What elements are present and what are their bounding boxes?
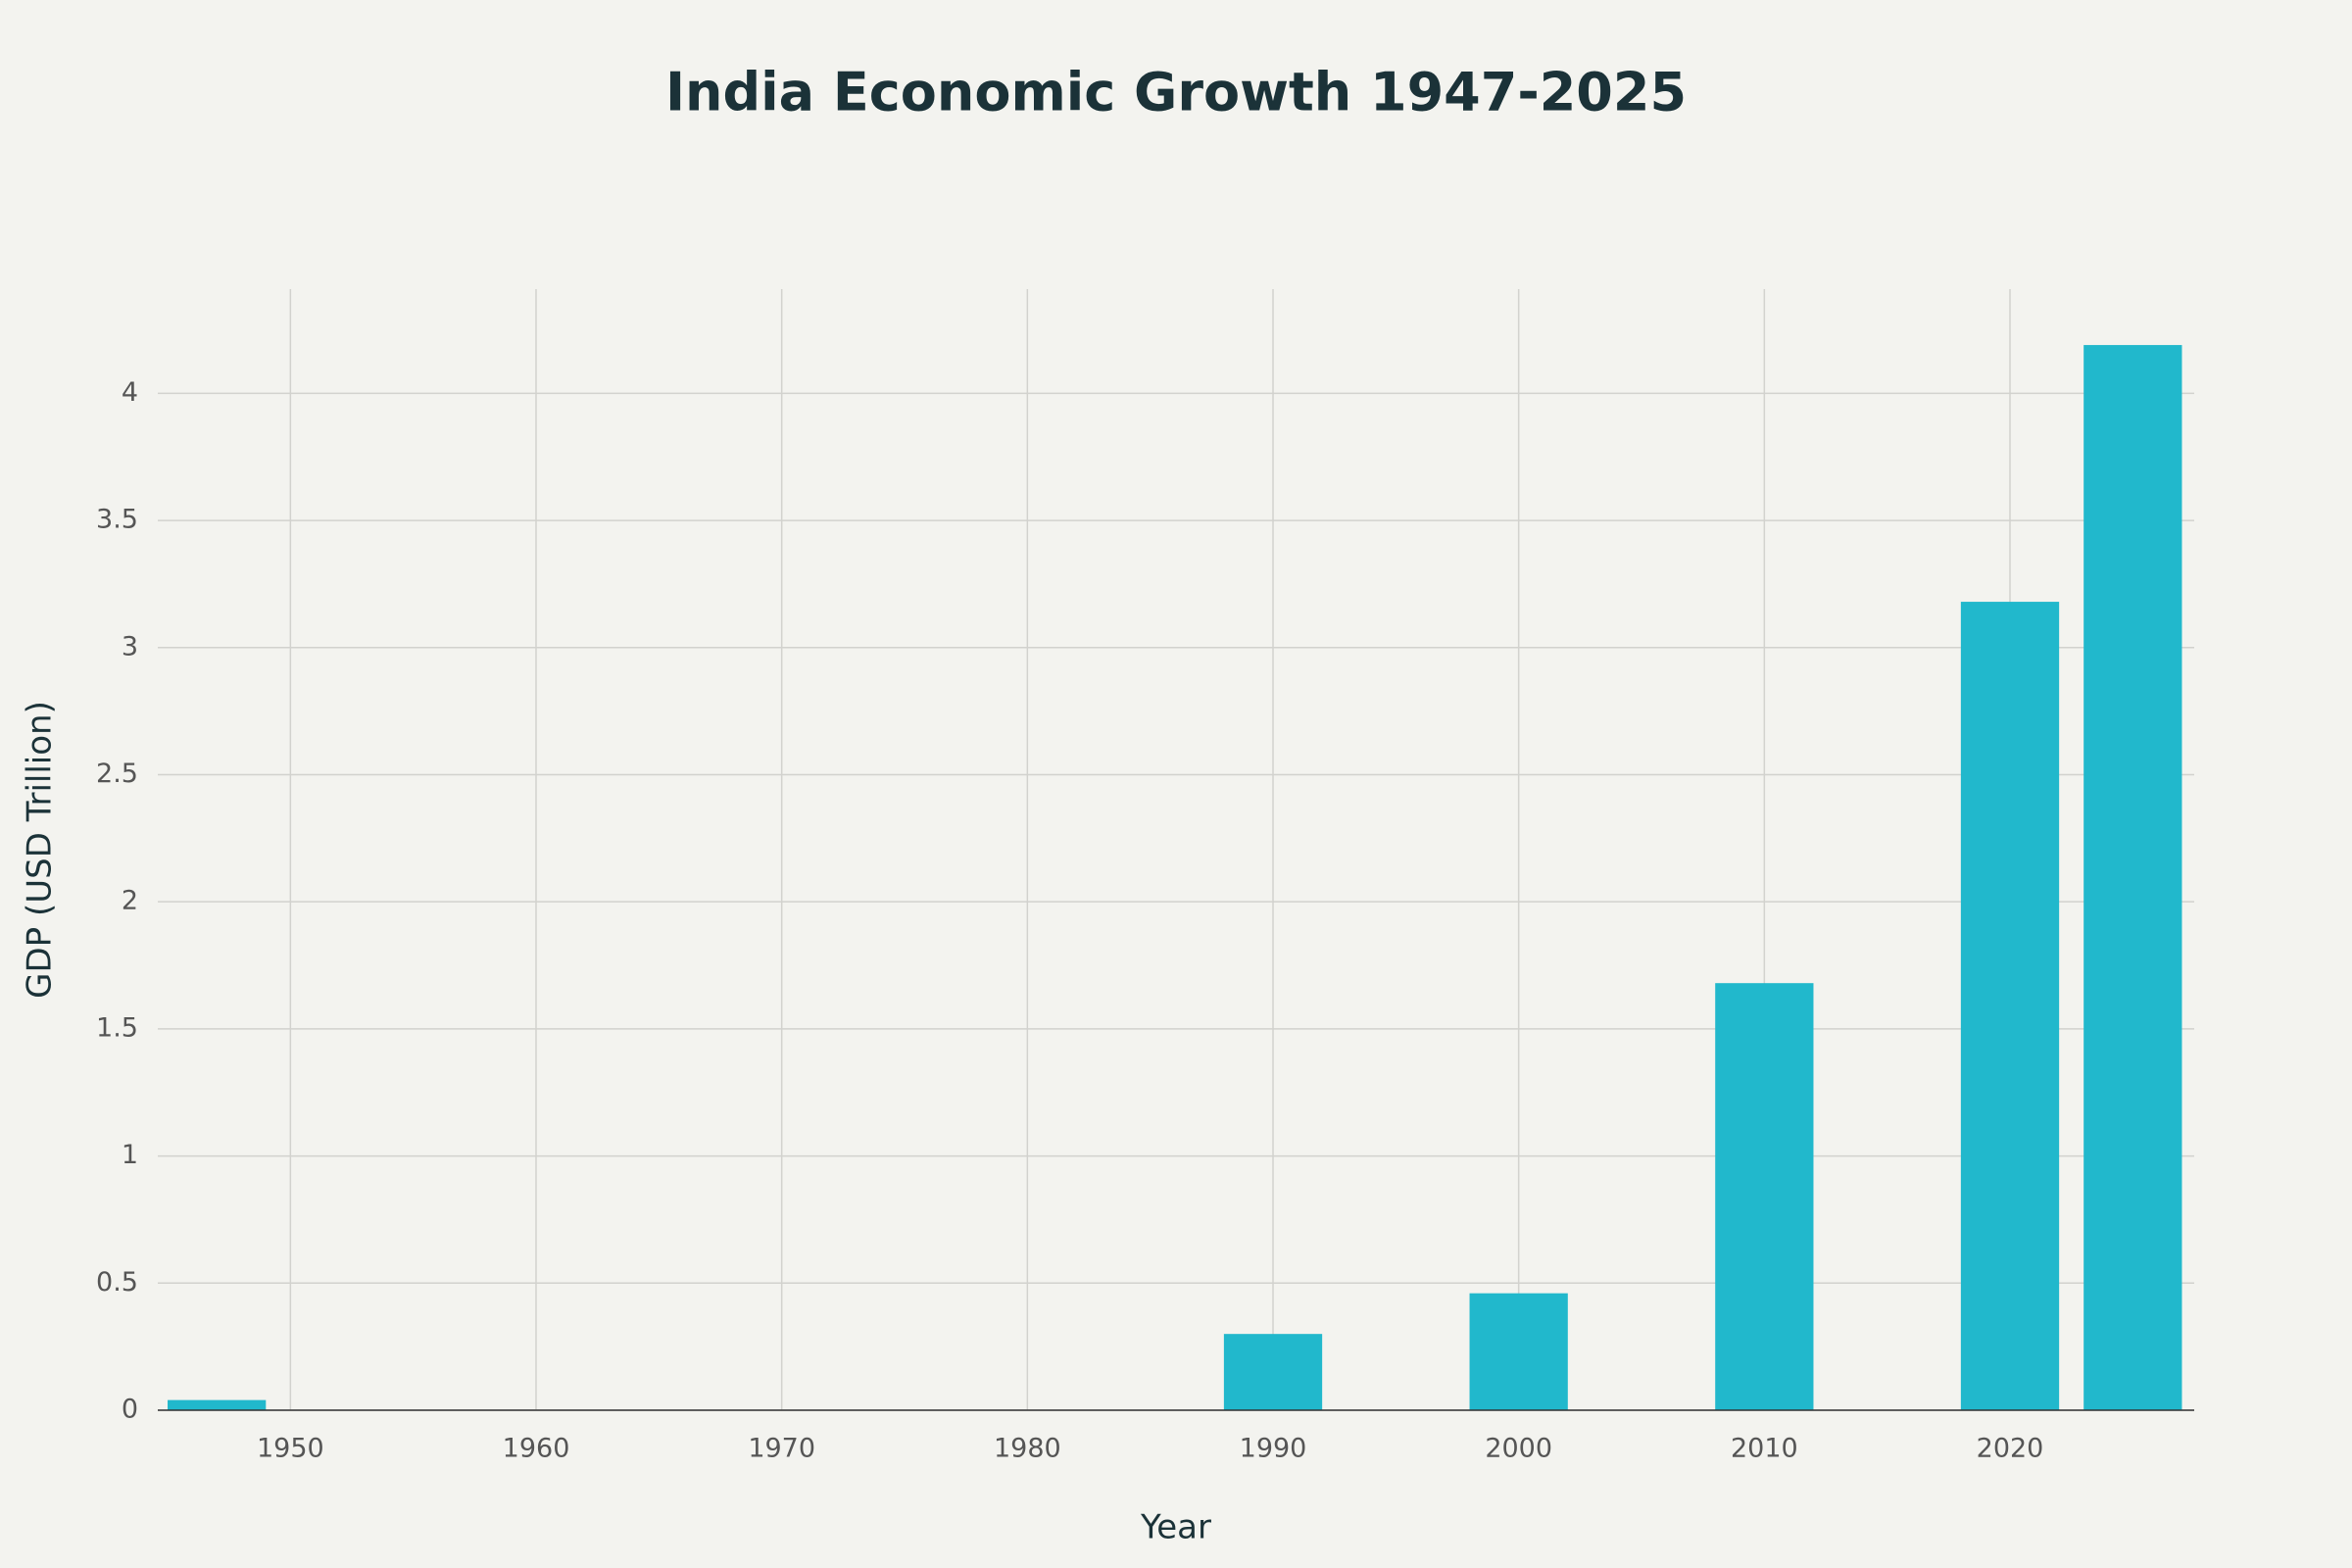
x-tick-label: 2020: [1977, 1434, 2044, 1464]
bar: [1960, 602, 2060, 1410]
bar: [1715, 983, 1814, 1410]
x-tick-label: 1950: [257, 1434, 324, 1464]
x-tick-label: 1960: [503, 1434, 570, 1464]
chart-title: India Economic Growth 1947-2025: [665, 62, 1687, 123]
bar: [1469, 1293, 1568, 1410]
x-tick-label: 1970: [748, 1434, 815, 1464]
y-tick-label: 1: [122, 1140, 138, 1170]
bar: [2083, 345, 2182, 1410]
y-tick-label: 0: [122, 1395, 138, 1425]
bar: [168, 1399, 267, 1410]
y-tick-label: 2: [122, 886, 138, 916]
y-axis-title: GDP (USD Trillion): [21, 701, 60, 999]
y-tick-label: 0.5: [96, 1267, 138, 1298]
x-tick-label: 1990: [1240, 1434, 1307, 1464]
x-tick-label: 2010: [1731, 1434, 1798, 1464]
y-tick-label: 2.5: [96, 759, 138, 789]
y-tick-label: 4: [122, 377, 138, 408]
x-axis-title: Year: [1140, 1508, 1211, 1547]
x-tick-label: 1980: [994, 1434, 1061, 1464]
bar: [1223, 1334, 1323, 1410]
y-tick-label: 3: [122, 631, 138, 662]
y-tick-label: 1.5: [96, 1012, 138, 1043]
y-tick-label: 3.5: [96, 505, 138, 535]
x-tick-label: 2000: [1485, 1434, 1552, 1464]
